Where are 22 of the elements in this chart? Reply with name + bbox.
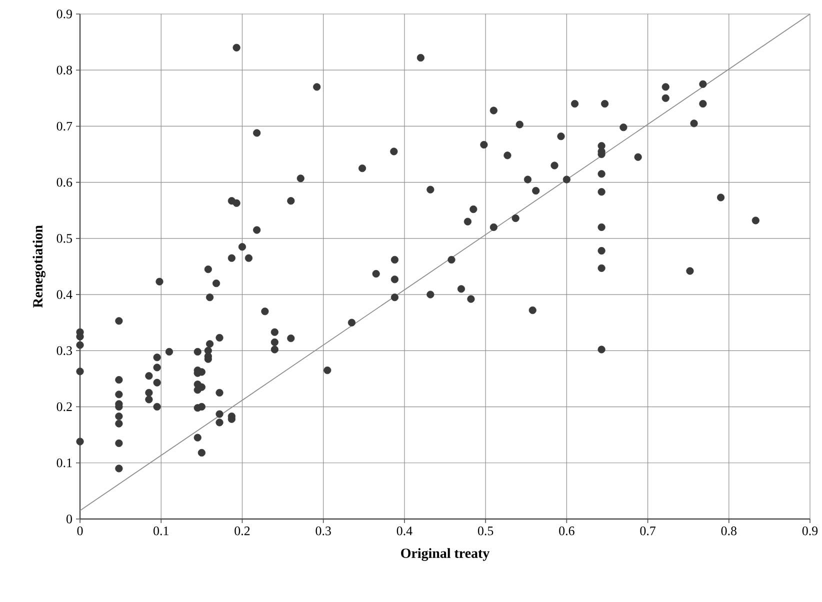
y-tick-label: 0.3 — [56, 346, 72, 356]
y-tick-label: 0.6 — [56, 178, 72, 187]
x-tick-label: 0.1 — [154, 526, 168, 536]
x-tick-label: 0.7 — [640, 526, 656, 536]
y-tick-label: 0.7 — [56, 122, 72, 131]
y-tick-label: 0.9 — [56, 10, 72, 18]
x-tick-label: 0.4 — [396, 526, 412, 536]
x-tick-label: 0.2 — [234, 526, 250, 536]
x-tick-label: 0.3 — [316, 526, 331, 536]
y-tick-label: 0.1 — [56, 458, 72, 468]
x-tick-label: 0.8 — [721, 526, 736, 536]
x-tick-label: 0 — [77, 526, 83, 536]
y-tick-label: 0 — [66, 514, 72, 524]
y-tick-label: 0.4 — [56, 290, 72, 299]
y-tick-label: 0.2 — [56, 402, 72, 412]
x-tick-label: 0.5 — [478, 526, 494, 536]
x-tick-label: 0.6 — [559, 526, 574, 536]
x-tick-label: 0.9 — [802, 526, 818, 536]
y-axis-title: Renegotiation — [32, 225, 46, 308]
y-tick-label: 0.5 — [56, 234, 72, 243]
x-axis-title: Original treaty — [401, 548, 490, 561]
y-tick-label: 0.8 — [56, 66, 72, 75]
